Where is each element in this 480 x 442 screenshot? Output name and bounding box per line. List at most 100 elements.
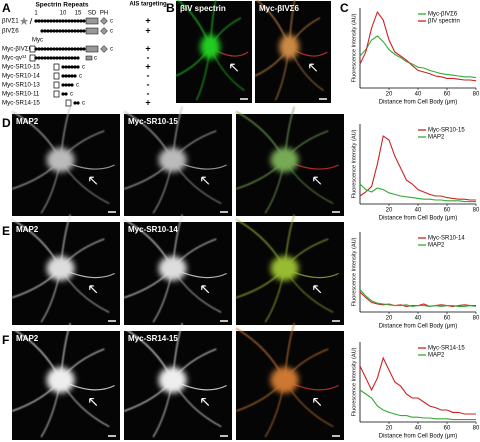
micrograph	[254, 0, 331, 103]
repeat	[70, 65, 74, 69]
cell-body	[158, 147, 187, 173]
label: Spectrin Repeats	[35, 2, 88, 9]
series-line	[359, 356, 476, 415]
x-axis-label: Distance from Cell Body (μm)	[379, 434, 457, 440]
repeat	[73, 101, 77, 105]
repeat	[61, 74, 65, 78]
myc-tag	[53, 72, 60, 80]
image-label: Myc-SR10-15	[128, 117, 178, 126]
image-label: Myc-βIVΣ6	[259, 4, 299, 13]
repeat	[76, 101, 80, 105]
repeat	[67, 47, 71, 51]
myc-tag	[29, 45, 36, 53]
repeat	[76, 56, 80, 60]
repeat	[40, 19, 44, 23]
targeting: -	[147, 79, 150, 89]
repeat	[76, 47, 80, 51]
repeat	[61, 56, 65, 60]
x-tick-label: 20	[386, 426, 393, 432]
cell-body	[270, 147, 299, 173]
series-line	[359, 183, 476, 203]
repeat	[73, 47, 77, 51]
x-tick-label: 60	[444, 92, 451, 98]
x-axis-label: Distance from Cell Body (μm)	[379, 324, 457, 330]
repeat	[67, 74, 71, 78]
repeat	[46, 47, 50, 51]
cell-body	[46, 366, 75, 394]
repeat	[61, 65, 65, 69]
tail-label: c	[110, 19, 113, 25]
micrograph	[175, 0, 252, 103]
legend-label: βIV spectrin	[428, 19, 460, 25]
repeat	[61, 47, 65, 51]
repeat	[64, 92, 68, 96]
arrow	[89, 285, 98, 294]
repeat	[76, 65, 80, 69]
arrow	[89, 176, 98, 185]
repeat	[70, 47, 74, 51]
y-axis-label: Fluorescence Intensity (AU)	[351, 237, 357, 306]
micrograph	[123, 106, 232, 216]
repeat	[82, 19, 86, 23]
repeat	[40, 47, 44, 51]
construct-name: Myc-SR10-11	[2, 91, 40, 98]
ph-domain	[100, 27, 108, 35]
legend-label: Myc-SR10-15	[428, 128, 465, 134]
x-tick-label: 80	[473, 92, 480, 98]
repeat	[58, 19, 62, 23]
x-tick-label: 20	[386, 316, 393, 322]
x-tick-label: 80	[473, 208, 480, 214]
arrow	[313, 397, 322, 407]
tail-label: c	[110, 29, 113, 35]
repeat	[43, 19, 47, 23]
x-tick-label: 40	[415, 92, 422, 98]
micrograph	[11, 214, 120, 325]
image-label: MAP2	[16, 117, 39, 126]
x-axis-label: Distance from Cell Body (μm)	[379, 100, 457, 106]
repeat	[64, 19, 68, 23]
series-line	[359, 291, 476, 307]
label: SD	[88, 11, 97, 17]
repeat	[79, 19, 83, 23]
repeat	[52, 47, 56, 51]
y-axis-label: Fluorescence Intensity (AU)	[351, 13, 357, 82]
repeat	[73, 65, 77, 69]
construct-name: Myc-SR14-15	[2, 100, 40, 107]
tail-label: c	[94, 56, 97, 62]
cell-body	[46, 147, 75, 173]
repeat	[64, 65, 68, 69]
repeat	[82, 29, 86, 33]
tail-label: c	[110, 47, 113, 53]
repeat	[58, 47, 62, 51]
micrograph	[11, 106, 120, 216]
x-tick-label: 60	[444, 208, 451, 214]
myc-tag	[29, 54, 36, 62]
repeat	[70, 56, 74, 60]
targeting: -	[147, 70, 150, 80]
repeat	[70, 19, 74, 23]
label: AIS targeting	[129, 2, 167, 8]
repeat	[40, 29, 44, 33]
construct-name: βIVΣ6	[2, 28, 19, 35]
series-line	[359, 289, 477, 307]
repeat	[55, 47, 59, 51]
break	[29, 17, 33, 25]
label: Myc	[32, 38, 43, 44]
repeat	[52, 56, 56, 60]
construct-name: Myc-SR10-15	[2, 64, 40, 71]
y-axis-label: Fluorescence Intensity (AU)	[351, 347, 357, 416]
repeat	[46, 56, 50, 60]
x-tick-label: 60	[444, 426, 451, 432]
cell-body	[270, 255, 299, 281]
series-line	[359, 389, 476, 421]
construct-name: Myc-SR10-14	[2, 73, 40, 80]
arrow	[201, 176, 210, 185]
x-tick-label: 80	[473, 426, 480, 432]
repeat	[64, 29, 68, 33]
repeat	[76, 29, 80, 33]
y-axis-label: Fluorescence Intensity (AU)	[351, 129, 357, 198]
repeat	[52, 29, 56, 33]
repeat	[40, 56, 44, 60]
panel-letter: D	[2, 116, 11, 130]
